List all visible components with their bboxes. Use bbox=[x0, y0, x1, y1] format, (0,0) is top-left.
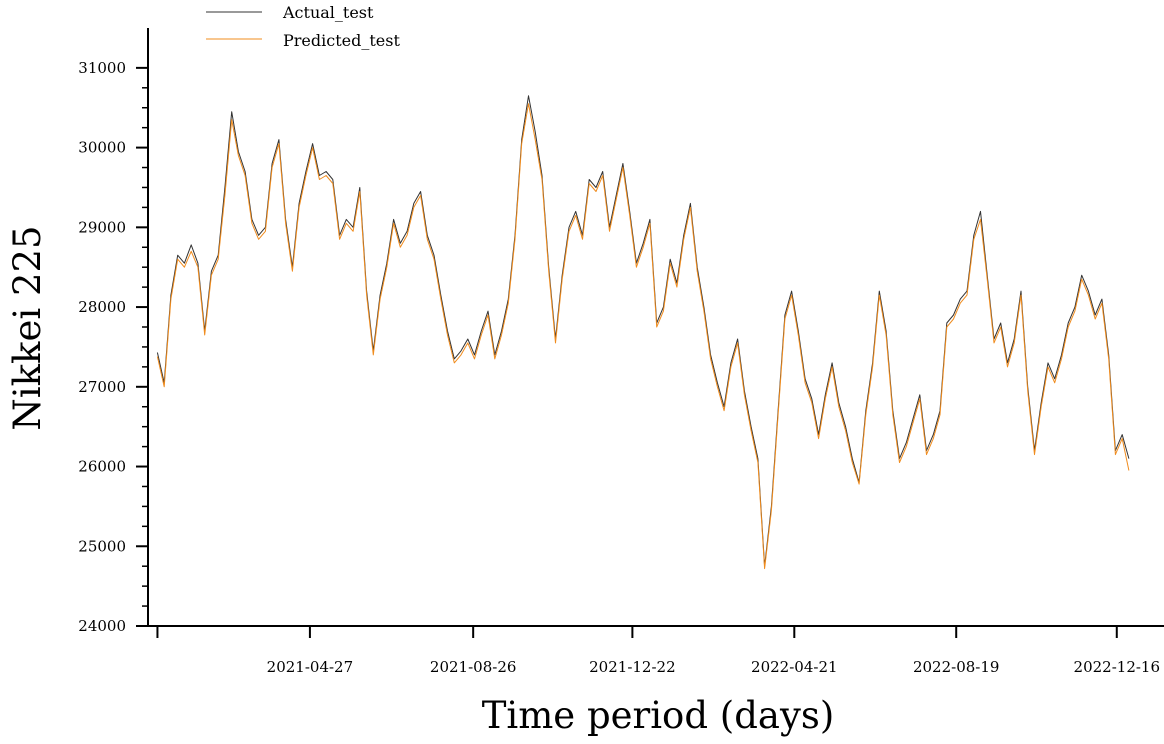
x-tick-label: 2021-12-22 bbox=[589, 658, 675, 676]
y-tick-label: 29000 bbox=[78, 218, 126, 236]
y-tick-label: 24000 bbox=[78, 617, 126, 635]
y-tick-label: 26000 bbox=[78, 458, 126, 476]
y-ticks: 24000 25000 26000 27000 28000 29000 30000 31000 bbox=[78, 59, 148, 635]
y-tick-label: 25000 bbox=[78, 537, 126, 555]
x-tick-label: 2022-08-19 bbox=[913, 658, 999, 676]
x-ticks: 2021-04-27 2021-08-26 2021-12-22 2022-04-21… bbox=[156, 626, 1160, 676]
y-tick-label: 27000 bbox=[78, 378, 126, 396]
y-tick-label: 30000 bbox=[78, 139, 126, 157]
series-line-predicted bbox=[156, 103, 1130, 570]
x-tick-label: 2022-12-16 bbox=[1074, 658, 1160, 676]
y-axis-title: Nikkei 225 bbox=[6, 225, 49, 430]
legend-label-predicted: Predicted_test bbox=[283, 31, 400, 50]
y-tick-label: 28000 bbox=[78, 298, 126, 316]
series-layer bbox=[156, 95, 1130, 570]
y-tick-label: 31000 bbox=[78, 59, 126, 77]
x-tick-label: 2022-04-21 bbox=[751, 658, 837, 676]
x-tick-label: 2021-08-26 bbox=[430, 658, 516, 676]
legend: Actual_test Predicted_test bbox=[206, 3, 400, 50]
x-axis-title: Time period (days) bbox=[482, 694, 835, 737]
series-line-actual bbox=[156, 95, 1130, 567]
legend-label-actual: Actual_test bbox=[282, 3, 374, 22]
x-tick-label: 2021-04-27 bbox=[267, 658, 353, 676]
